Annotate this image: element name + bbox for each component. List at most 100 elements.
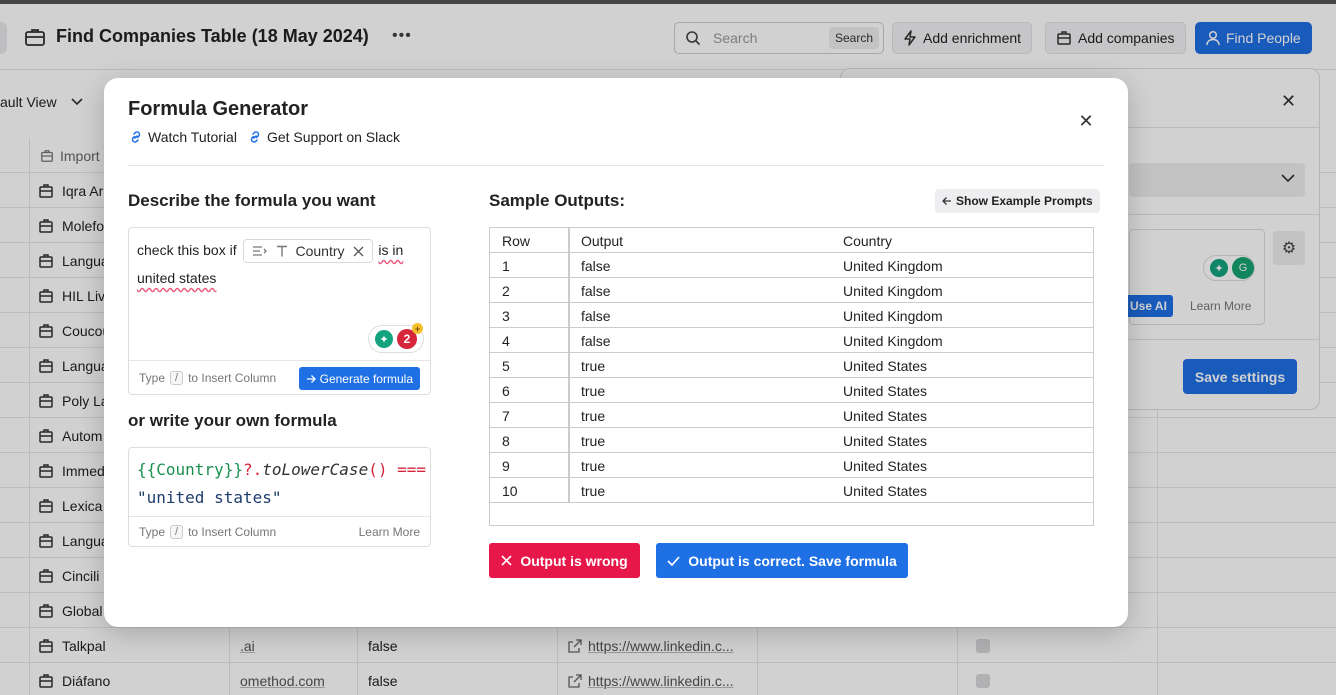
row-handle[interactable] [0, 418, 30, 453]
company-name: Cincili [62, 567, 100, 584]
row-handle[interactable] [0, 453, 30, 488]
prompt-text-after: is in [378, 242, 404, 258]
output-cell: true [581, 482, 606, 499]
linkedin-cell[interactable]: https://www.linkedin.c... [558, 663, 758, 695]
flag-cell[interactable]: false [358, 663, 558, 695]
view-label: ault View [0, 94, 57, 110]
grammarly-widget[interactable]: ✦ 2 + [368, 323, 424, 353]
more-options-icon[interactable]: ••• [392, 27, 412, 44]
output-cell: true [581, 357, 606, 374]
formula-field[interactable] [1129, 229, 1265, 325]
learn-more-link[interactable]: Learn More [358, 525, 420, 539]
add-enrichment-button[interactable]: Add enrichment [892, 22, 1033, 54]
checkbox[interactable] [976, 638, 990, 653]
generate-formula-label: Generate formula [319, 371, 413, 386]
formula-editor[interactable]: {{Country}}?.toLowerCase() === "united s… [128, 447, 431, 547]
prompt-text-line2: united states [137, 270, 217, 286]
view-selector[interactable]: ault View [0, 94, 83, 110]
row-handle[interactable] [0, 383, 30, 418]
slack-support-link[interactable]: Get Support on Slack [247, 129, 400, 145]
remove-icon[interactable] [353, 246, 364, 257]
use-ai-button[interactable]: Use AI [1124, 295, 1173, 317]
prompt-footer: Type / to Insert Column Generate formula [129, 360, 430, 395]
flag-cell[interactable]: false [358, 628, 558, 663]
slack-support-label: Get Support on Slack [266, 129, 401, 145]
output-cell: false [581, 257, 611, 274]
table-row: 10 true United States [490, 478, 1093, 503]
linkedin-cell[interactable]: https://www.linkedin.c... [558, 628, 758, 663]
grammarly-widget[interactable]: ✦ G [1203, 255, 1255, 281]
row-handle[interactable] [0, 208, 30, 243]
watch-tutorial-label: Watch Tutorial [148, 129, 237, 145]
company-name: Diáfano [62, 672, 111, 689]
row-handle[interactable] [0, 558, 30, 593]
domain-text: omethod.com [240, 672, 325, 689]
search-input[interactable]: Search [713, 30, 758, 46]
table-row[interactable]: Diáfano omethod.com false https://www.linke… [0, 663, 1336, 695]
column-header-label: Import [60, 147, 100, 164]
find-people-button[interactable]: Find People [1195, 22, 1312, 54]
company-name-cell[interactable]: Talkpal [30, 628, 230, 663]
output-cell: true [581, 432, 606, 449]
arrow-right-icon [306, 374, 316, 383]
column-type-select[interactable] [1129, 163, 1305, 197]
company-name: Poly La [62, 392, 109, 409]
row-handle[interactable] [0, 488, 30, 523]
show-example-prompts-button[interactable]: Show Example Prompts [935, 189, 1100, 213]
insert-column-hint: Type / to Insert Column [139, 525, 277, 539]
top-edge [0, 0, 1336, 4]
row-handle[interactable] [0, 278, 30, 313]
formula-generator-modal: Formula Generator Watch Tutorial Get Sup… [104, 78, 1128, 627]
row-handle[interactable] [0, 348, 30, 383]
save-formula-button[interactable]: Output is correct. Save formula [656, 543, 908, 578]
close-icon [501, 555, 512, 566]
close-icon[interactable]: ✕ [1281, 91, 1297, 111]
row-handle[interactable] [0, 593, 30, 628]
building-icon [39, 358, 53, 373]
linkedin-url[interactable]: https://www.linkedin.c... [588, 637, 734, 654]
table-row: 8 true United States [490, 428, 1093, 453]
page-title: Find Companies Table (18 May 2024) [24, 26, 369, 47]
domain-cell[interactable]: .ai [230, 628, 358, 663]
table-row: 2 false United Kingdom [490, 278, 1093, 303]
company-name-cell[interactable]: Cincili [30, 558, 230, 593]
column-chip[interactable]: Country [242, 239, 373, 264]
row-handle[interactable] [0, 628, 30, 663]
search-button[interactable]: Search [828, 27, 879, 49]
save-settings-button[interactable]: Save settings [1183, 359, 1297, 394]
prompt-text[interactable]: check this box if Country is in united s… [137, 236, 422, 292]
arrow-left-icon [942, 197, 951, 205]
output-cell: true [581, 407, 606, 424]
checkbox[interactable] [976, 673, 990, 688]
search-bar[interactable]: Search Search [674, 22, 884, 54]
country-cell: United States [843, 432, 928, 449]
row-handle[interactable] [0, 523, 30, 558]
row-handle[interactable] [0, 313, 30, 348]
grammarly-bulb-icon: ✦ [375, 330, 393, 348]
linkedin-url[interactable]: https://www.linkedin.c... [588, 672, 734, 689]
generate-formula-button[interactable]: Generate formula [298, 367, 420, 390]
add-companies-button[interactable]: Add companies [1045, 22, 1186, 54]
company-name-cell[interactable]: Diáfano [30, 663, 230, 695]
sidebar-toggle[interactable] [0, 22, 7, 54]
learn-more-link[interactable]: Learn More [1190, 299, 1252, 313]
company-name: Talkpal [62, 637, 106, 654]
prompt-input[interactable]: check this box if Country is in united s… [128, 227, 431, 395]
formula-code[interactable]: {{Country}}?.toLowerCase() === "united s… [137, 460, 427, 507]
gear-icon[interactable]: ⚙ [1273, 231, 1305, 265]
sample-outputs-heading: Sample Outputs: [489, 191, 626, 210]
watch-tutorial-link[interactable]: Watch Tutorial [128, 129, 237, 145]
row-handle[interactable] [0, 663, 30, 695]
row-number-cell: 7 [490, 403, 569, 428]
country-cell: United States [843, 382, 928, 399]
output-wrong-button[interactable]: Output is wrong [489, 543, 640, 578]
search-icon [686, 31, 701, 46]
domain-cell[interactable]: omethod.com [230, 663, 358, 695]
row-handle[interactable] [0, 243, 30, 278]
describe-heading: Describe the formula you want [128, 191, 376, 210]
row-handle[interactable] [0, 173, 30, 208]
table-row[interactable]: Talkpal .ai false https://www.linkedin.c... [0, 628, 1336, 663]
company-name: Langua [62, 252, 109, 269]
chevron-down-icon [70, 98, 83, 106]
close-icon[interactable]: ✕ [1078, 110, 1094, 131]
